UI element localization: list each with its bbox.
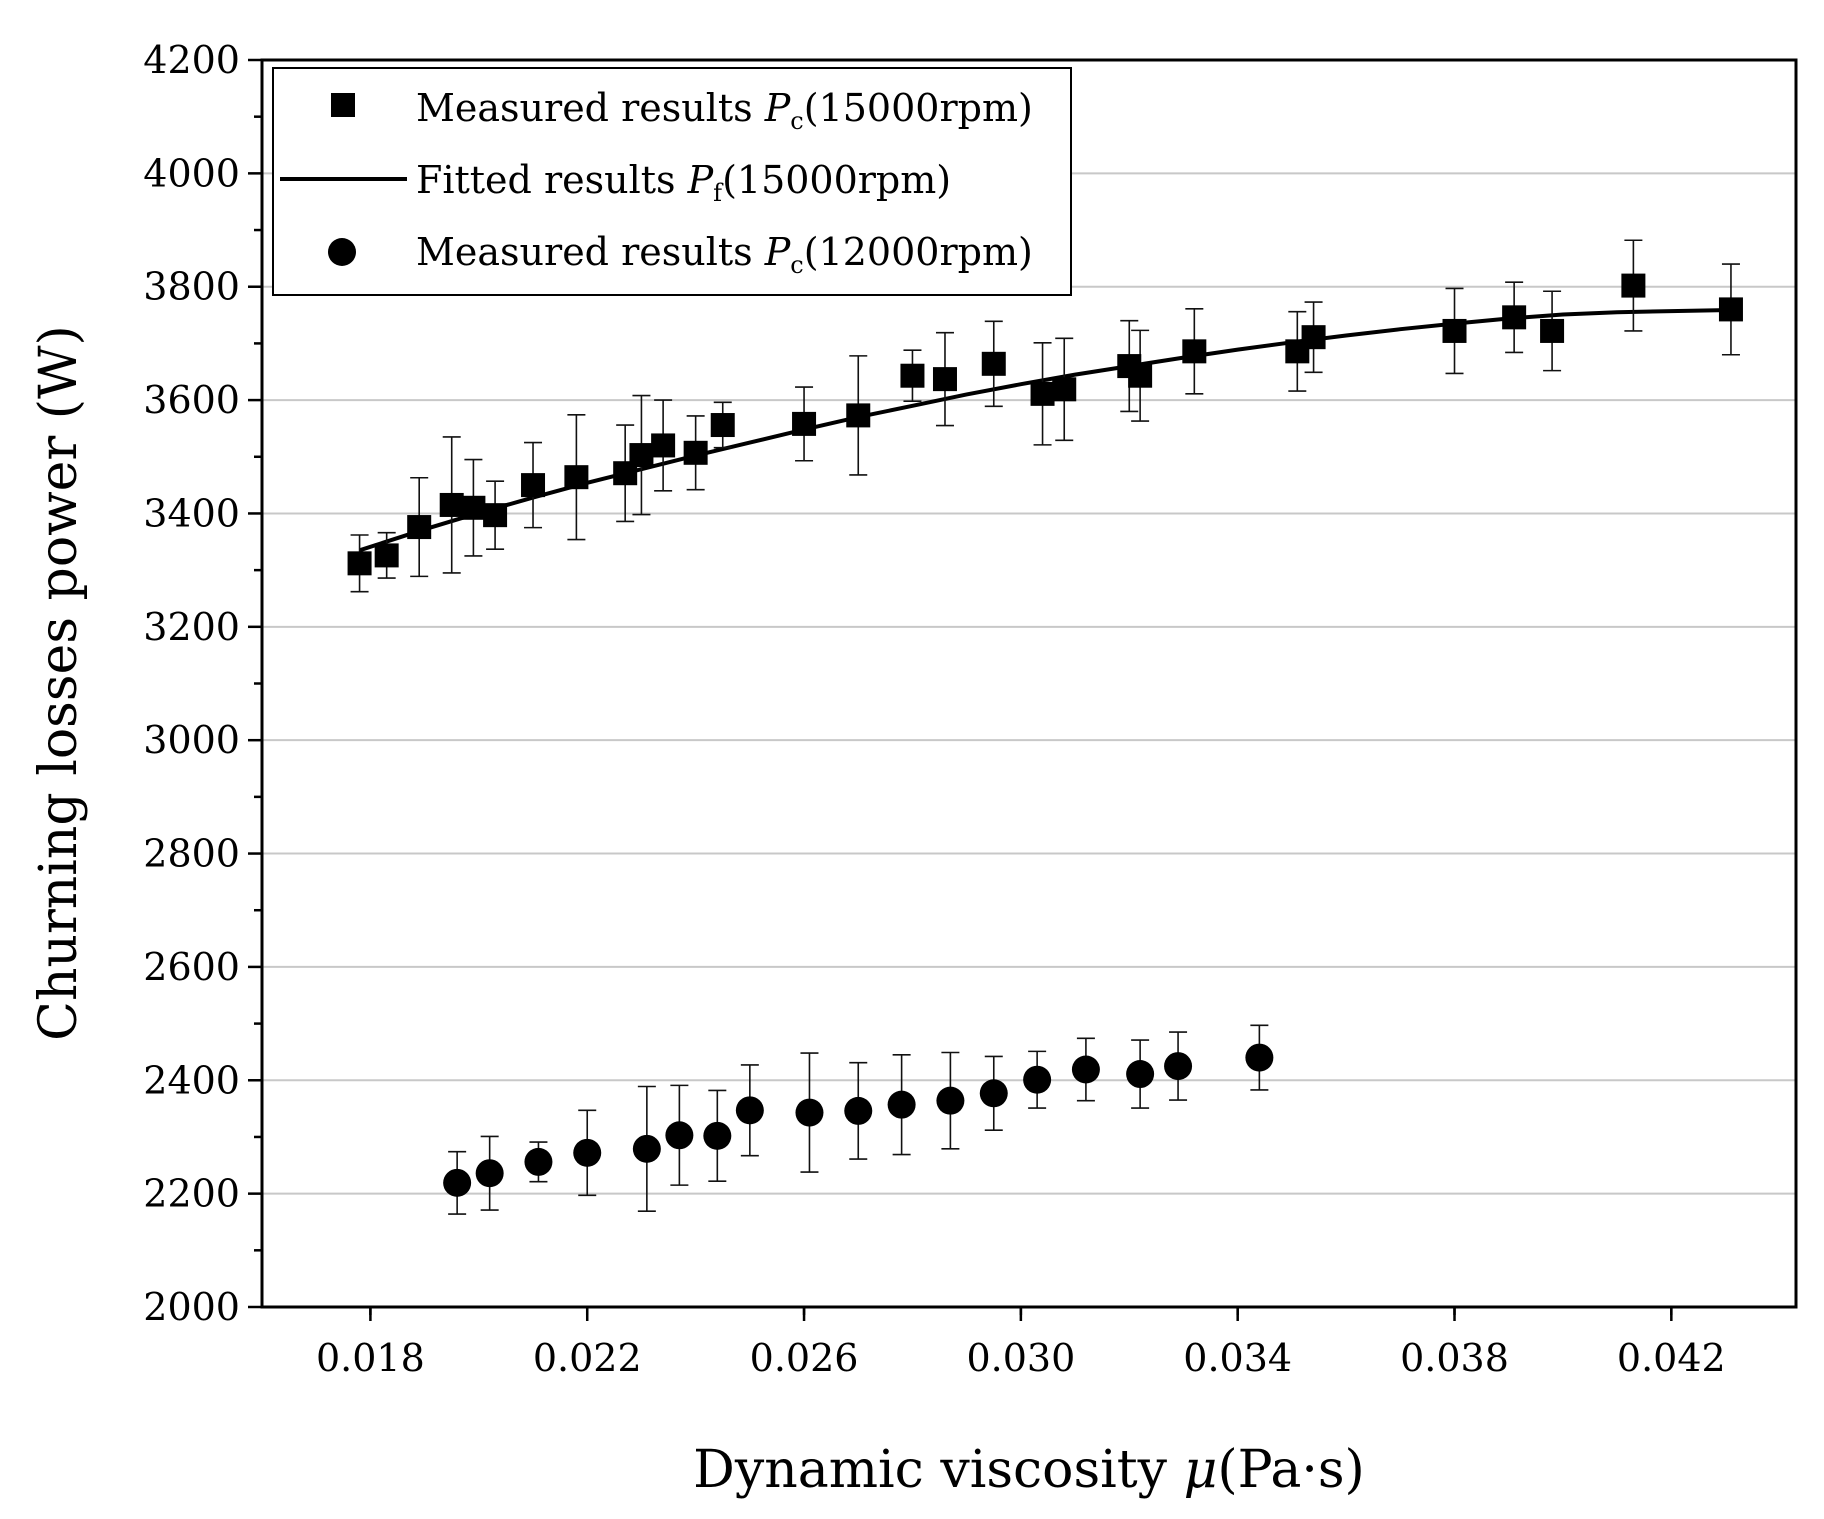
x-tick-label: 0.042 <box>1617 1336 1726 1380</box>
point-15000-square <box>981 351 1006 376</box>
point-15000-square <box>1502 305 1527 330</box>
x-tick-label: 0.022 <box>533 1336 642 1380</box>
point-15000-square <box>710 413 735 438</box>
point-15000-square <box>1718 297 1743 322</box>
fit-line <box>358 308 1732 553</box>
point-12000-circle <box>735 1096 764 1125</box>
point-15000-square <box>407 515 432 540</box>
y-axis-title: Churning losses power (W) <box>29 325 89 1041</box>
legend-circle-marker <box>328 238 356 266</box>
point-12000-circle <box>475 1159 504 1188</box>
point-15000-square <box>521 473 546 498</box>
axis-ticks <box>248 58 1673 1321</box>
point-15000-square <box>347 551 372 576</box>
tick-labels: 2000 2200 2400 2600 2800 3000 3200 3400 3600 3800… <box>143 38 1725 1380</box>
point-12000-circle <box>795 1098 824 1127</box>
point-15000-square <box>461 495 486 520</box>
point-15000-square <box>932 367 957 392</box>
point-12000-circle <box>665 1121 694 1150</box>
y-tick-label: 3000 <box>143 718 240 762</box>
point-15000-square <box>374 543 399 568</box>
point-12000-circle <box>936 1086 965 1115</box>
point-15000-square <box>1182 339 1207 364</box>
x-tick-label: 0.038 <box>1400 1336 1509 1380</box>
point-15000-square <box>439 492 464 517</box>
point-12000-circle <box>524 1147 553 1176</box>
y-tick-label: 3400 <box>143 491 240 535</box>
x-tick-label: 0.026 <box>750 1336 859 1380</box>
point-12000-circle <box>887 1090 916 1119</box>
y-tick-label: 2000 <box>143 1285 240 1329</box>
point-15000-square <box>1128 363 1153 388</box>
point-15000-square <box>1621 273 1646 298</box>
point-15000-square <box>1540 318 1565 343</box>
point-12000-circle <box>1164 1052 1193 1081</box>
point-15000-square <box>683 440 708 465</box>
point-12000-circle <box>703 1121 732 1150</box>
x-tick-label: 0.030 <box>966 1336 1075 1380</box>
x-tick-label: 0.034 <box>1183 1336 1292 1380</box>
point-12000-circle <box>632 1134 661 1163</box>
point-15000-square <box>651 433 676 458</box>
point-15000-square <box>1301 325 1326 350</box>
point-12000-circle <box>1245 1043 1274 1072</box>
point-12000-circle <box>573 1138 602 1167</box>
y-tick-label: 2600 <box>143 945 240 989</box>
point-15000-square <box>1030 381 1055 406</box>
legend-box <box>272 67 1072 296</box>
x-axis-title: Dynamic viscosity μ(Pa·s) <box>693 1440 1365 1500</box>
point-12000-circle <box>1126 1060 1155 1089</box>
point-15000-square <box>564 465 589 490</box>
point-15000-square <box>1052 377 1077 402</box>
x-tick-label: 0.018 <box>316 1336 425 1380</box>
legend-square-marker <box>331 93 355 117</box>
legend-label-fitted-15000: Fitted results Pf(15000rpm) <box>416 158 951 207</box>
point-12000-circle <box>1023 1065 1052 1094</box>
legend: Measured results Pc(15000rpm) Fitted res… <box>272 67 1072 296</box>
fit-series <box>358 308 1732 553</box>
y-tick-label: 3200 <box>143 605 240 649</box>
y-tick-label: 2400 <box>143 1058 240 1102</box>
y-tick-label: 4000 <box>143 151 240 195</box>
legend-label-measured-15000: Measured results Pc(15000rpm) <box>416 86 1033 135</box>
y-tick-label: 2200 <box>143 1172 240 1216</box>
point-15000-square <box>792 411 817 436</box>
grid-lines <box>262 172 1796 1195</box>
legend-label-measured-12000: Measured results Pc(12000rpm) <box>416 230 1033 279</box>
point-12000-circle <box>443 1168 472 1197</box>
point-15000-square <box>1442 318 1467 343</box>
point-15000-square <box>483 503 508 528</box>
point-12000-circle <box>844 1096 873 1125</box>
data-points <box>347 273 1743 1197</box>
point-12000-circle <box>1071 1055 1100 1084</box>
point-15000-square <box>846 403 871 428</box>
point-15000-square <box>629 443 654 468</box>
y-tick-label: 4200 <box>143 38 240 82</box>
y-tick-label: 3600 <box>143 378 240 422</box>
point-12000-circle <box>979 1079 1008 1108</box>
y-tick-label: 3800 <box>143 265 240 309</box>
point-15000-square <box>900 363 925 388</box>
y-tick-label: 2800 <box>143 832 240 876</box>
